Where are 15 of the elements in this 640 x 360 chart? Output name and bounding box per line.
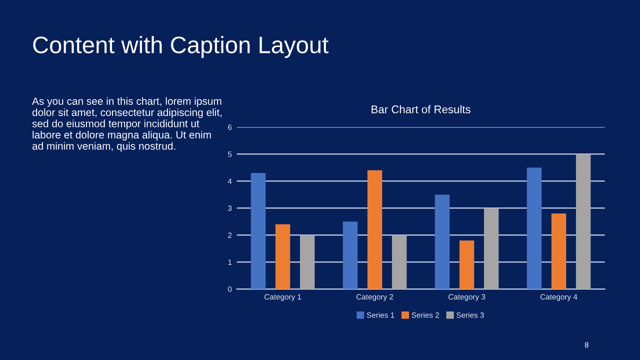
bar bbox=[551, 213, 566, 290]
text: As you can see in this chart, lorem ipsum dolor sit amet, consectetur adipiscing elit, sed do eiusmod tempor incididunt ut labore et dolore magna aliqua. Ut enim ad minim veniam, quis nostrud. bbox=[32, 97, 222, 152]
bar bbox=[367, 170, 382, 290]
bar bbox=[434, 194, 450, 290]
bar bbox=[250, 172, 266, 290]
bar bbox=[526, 168, 542, 290]
bar bbox=[576, 154, 591, 290]
chart-title: Bar Chart of Results bbox=[372, 105, 470, 114]
bar bbox=[484, 208, 499, 290]
bar bbox=[392, 235, 407, 290]
bar bbox=[459, 240, 474, 290]
bar bbox=[275, 224, 290, 290]
bar bbox=[342, 222, 358, 290]
bar bbox=[300, 235, 315, 290]
text: Content with Caption Layout bbox=[33, 36, 328, 58]
